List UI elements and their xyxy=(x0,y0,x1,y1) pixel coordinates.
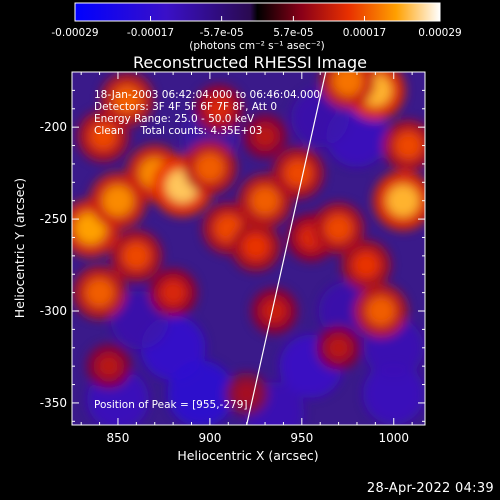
heatmap-layer xyxy=(72,72,425,425)
hotspot-core-19 xyxy=(366,296,396,326)
colorbar-tick-label-4: 0.00017 xyxy=(343,27,386,39)
y-tick-label--250: -250 xyxy=(40,212,67,226)
y-tick-label--300: -300 xyxy=(40,304,67,318)
colorbar-units-label: (photons cm⁻² s⁻¹ asec⁻²) xyxy=(189,40,324,52)
hotspot-core-9 xyxy=(85,278,115,308)
colorbar-gradient xyxy=(74,2,441,22)
hotspot-core-3 xyxy=(102,185,134,217)
hotspot-core-17 xyxy=(324,214,353,243)
hotspot-core-13 xyxy=(205,95,233,122)
solar-limb-line xyxy=(246,72,327,425)
colorbar-tick-label-5: 0.00029 xyxy=(418,27,461,39)
hotspot-core-15 xyxy=(284,159,313,188)
colorbar-tick-label-1: -0.00017 xyxy=(127,27,174,39)
hotspot-core-11 xyxy=(242,233,270,261)
plot-area xyxy=(72,72,425,425)
annotation-detectors: Detectors: 3F 4F 5F 6F 7F 8F, Att 0 xyxy=(94,101,277,113)
chart-title: Reconstructed RHESSI Image xyxy=(133,53,367,72)
hotspot-core-22 xyxy=(332,72,363,97)
colorbar: -0.00029 -0.00017 -5.7e-05 5.7e-05 0.00017 0.… xyxy=(51,2,462,52)
hotspot-core-6 xyxy=(195,153,225,183)
x-tick-label-900: 900 xyxy=(198,431,221,445)
annotation-energy: Energy Range: 25.0 - 50.0 keV xyxy=(94,113,255,125)
x-axis-label: Heliocentric X (arcsec) xyxy=(177,448,318,463)
colorbar-ticks: -0.00029 -0.00017 -5.7e-05 5.7e-05 0.00017 0.… xyxy=(51,16,462,39)
y-axis-ticks: -200 -250 -300 -350 xyxy=(40,71,425,422)
hotspot-core-27 xyxy=(261,298,287,324)
hotspot-core-0 xyxy=(89,122,118,151)
coldspot-1 xyxy=(167,360,234,425)
hotspot-core-12 xyxy=(250,186,280,216)
date-stamp: 28-Apr-2022 04:39 xyxy=(366,481,494,496)
hotspot-core-8 xyxy=(159,279,187,306)
hotspot-core-25 xyxy=(96,353,122,379)
y-tick-label--350: -350 xyxy=(40,396,67,410)
hotspot-core-20 xyxy=(326,335,351,361)
plot-frame xyxy=(71,71,426,426)
hotspot-core-1 xyxy=(112,85,142,115)
hotspot-core-24 xyxy=(394,131,423,160)
annotation-counts: Clean Total counts: 4.35E+03 xyxy=(94,125,263,137)
x-tick-label-850: 850 xyxy=(107,431,130,445)
x-axis-ticks: 850 900 950 1000 xyxy=(80,72,413,445)
annotation-block: 18-Jan-2003 06:42:04.000 to 06:46:04.000… xyxy=(94,89,320,411)
y-tick-label--200: -200 xyxy=(40,120,67,134)
hotspot-core-18 xyxy=(352,251,380,279)
x-tick-label-950: 950 xyxy=(290,431,313,445)
annotation-time: 18-Jan-2003 06:42:04.000 to 06:46:04.000 xyxy=(94,89,320,101)
colorbar-tick-label-2: -5.7e-05 xyxy=(200,27,244,39)
colorbar-tick-label-0: -0.00029 xyxy=(51,27,98,39)
colorbar-tick-label-3: 5.7e-05 xyxy=(273,27,313,39)
coldspot-7 xyxy=(363,363,425,425)
peak-position-label: Position of Peak = [955,-279] xyxy=(94,399,248,411)
hotspot-core-23 xyxy=(386,184,420,218)
hotspot-core-14 xyxy=(252,124,278,149)
x-tick-label-1000: 1000 xyxy=(378,431,409,445)
y-axis-label: Heliocentric Y (arcsec) xyxy=(12,178,27,318)
hotspot-core-7 xyxy=(122,241,151,270)
